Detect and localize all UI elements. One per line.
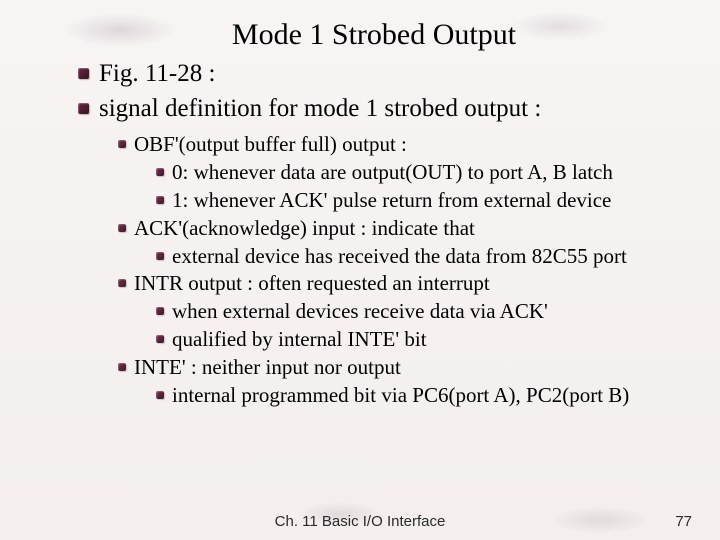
bullet-icon [118,363,126,371]
list-item: OBF'(output buffer full) output : [118,131,688,158]
list-item: Fig. 11-28 : [78,58,688,91]
list-item: INTR output : often requested an interru… [118,270,688,297]
list-item: signal definition for mode 1 strobed out… [78,93,688,126]
level3-list: 0: whenever data are output(OUT) to port… [156,159,688,214]
list-item: 0: whenever data are output(OUT) to port… [156,159,688,186]
bullet-icon [78,103,89,114]
level3-list: external device has received the data fr… [156,243,688,270]
bullet-icon [156,252,164,260]
bullet-icon [156,335,164,343]
list-item: ACK'(acknowledge) input : indicate that [118,215,688,242]
list-text: when external devices receive data via A… [172,298,548,325]
list-text: external device has received the data fr… [172,243,627,270]
list-item: when external devices receive data via A… [156,298,688,325]
slide-title: Mode 1 Strobed Output [60,18,688,52]
list-text: ACK'(acknowledge) input : indicate that [134,215,475,242]
level3-list: internal programmed bit via PC6(port A),… [156,382,688,409]
list-item: INTE' : neither input nor output [118,354,688,381]
bullet-icon [118,279,126,287]
list-item: qualified by internal INTE' bit [156,326,688,353]
bullet-icon [156,307,164,315]
list-text: 0: whenever data are output(OUT) to port… [172,159,613,186]
list-text: INTE' : neither input nor output [134,354,401,381]
bullet-icon [156,391,164,399]
list-text: INTR output : often requested an interru… [134,270,490,297]
bullet-icon [156,168,164,176]
bullet-icon [156,196,164,204]
list-text: internal programmed bit via PC6(port A),… [172,382,629,409]
footer-page-number: 77 [675,513,692,530]
list-item: internal programmed bit via PC6(port A),… [156,382,688,409]
level3-list: when external devices receive data via A… [156,298,688,353]
list-text: qualified by internal INTE' bit [172,326,427,353]
list-text: Fig. 11-28 : [99,58,215,91]
list-item: external device has received the data fr… [156,243,688,270]
list-text: signal definition for mode 1 strobed out… [99,93,541,126]
list-text: OBF'(output buffer full) output : [134,131,407,158]
bullet-icon [118,224,126,232]
level2-list: OBF'(output buffer full) output : 0: whe… [118,131,688,409]
footer-chapter: Ch. 11 Basic I/O Interface [0,513,720,530]
level1-list: Fig. 11-28 : signal definition for mode … [78,58,688,125]
bullet-icon [78,68,89,79]
list-text: 1: whenever ACK' pulse return from exter… [172,187,611,214]
slide: Mode 1 Strobed Output Fig. 11-28 : signa… [0,0,720,540]
bullet-icon [118,140,126,148]
list-item: 1: whenever ACK' pulse return from exter… [156,187,688,214]
